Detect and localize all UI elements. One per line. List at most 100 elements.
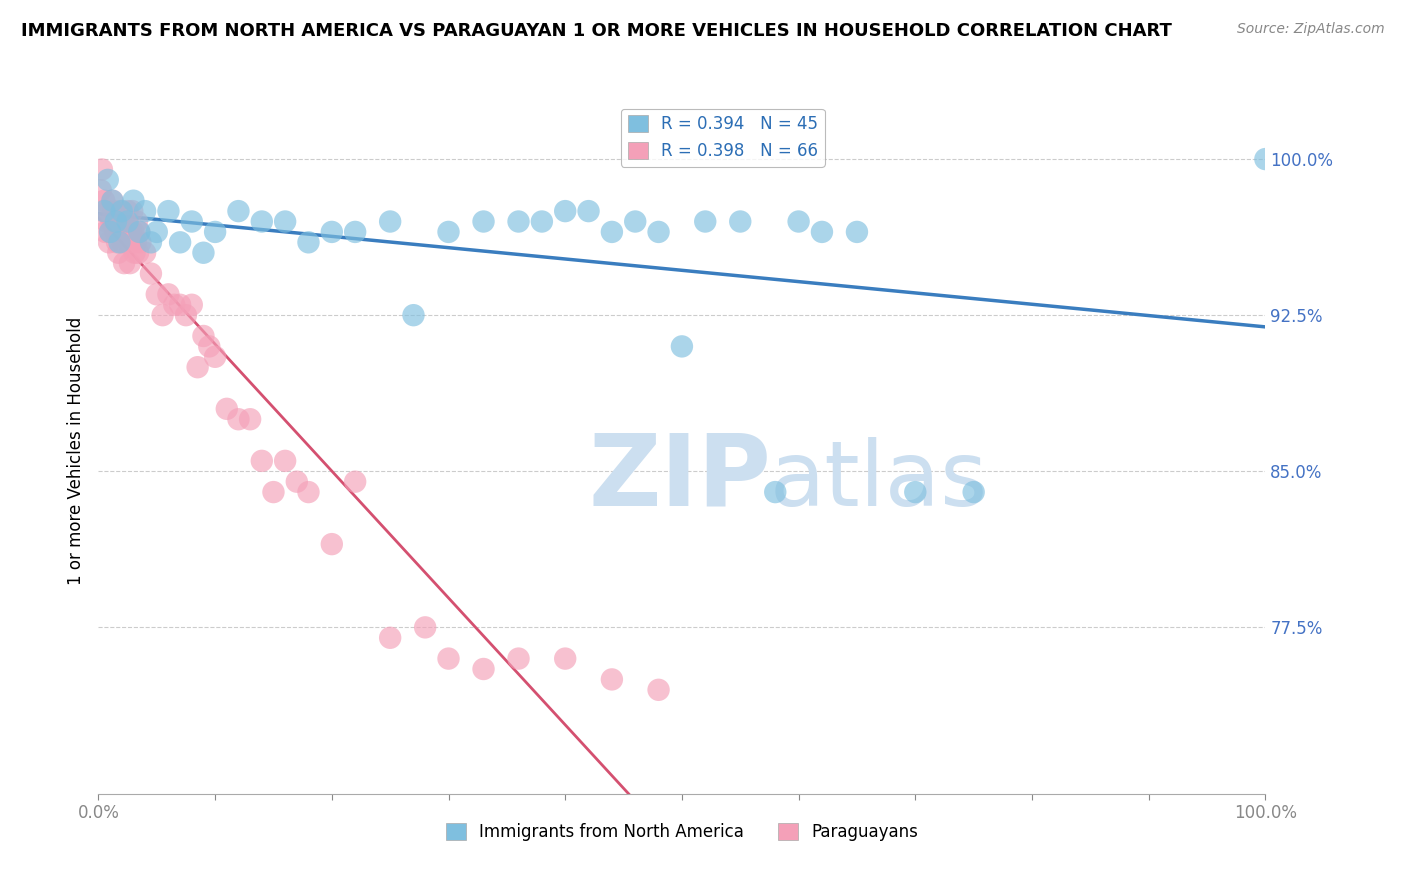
Point (139, 267, 162, 281)
Point (508, 214, 530, 228)
Point (134, 204, 156, 219)
Point (530, 214, 553, 228)
Point (600, 673, 623, 687)
Point (117, 214, 139, 228)
Point (94, 225, 117, 239)
Point (344, 225, 367, 239)
Point (380, 631, 402, 645)
Point (122, 194, 145, 208)
Point (250, 454, 273, 468)
Text: IMMIGRANTS FROM NORTH AMERICA VS PARAGUAYAN 1 OR MORE VEHICLES IN HOUSEHOLD CORR: IMMIGRANTS FROM NORTH AMERICA VS PARAGUA… (21, 22, 1173, 40)
Point (180, 298, 202, 312)
Point (157, 204, 180, 219)
Point (157, 287, 180, 301)
Point (508, 651, 530, 665)
Point (98, 225, 121, 239)
Point (163, 298, 186, 312)
Point (730, 214, 752, 228)
Point (97, 173, 120, 187)
Legend: Immigrants from North America, Paraguayans: Immigrants from North America, Paraguaya… (439, 816, 925, 847)
Point (1254, 152, 1277, 166)
Point (321, 537, 343, 551)
Point (112, 256, 135, 270)
Point (108, 214, 131, 228)
Point (115, 214, 138, 228)
Point (93, 204, 115, 219)
Point (125, 214, 148, 228)
Point (125, 235, 148, 250)
Point (101, 194, 124, 208)
Point (787, 214, 810, 228)
Point (297, 485, 319, 500)
Point (695, 214, 717, 228)
Point (98, 225, 121, 239)
Point (228, 412, 250, 426)
Point (146, 287, 169, 301)
Point (103, 204, 125, 219)
Point (146, 225, 169, 239)
Point (262, 485, 284, 500)
Point (904, 485, 927, 500)
Point (554, 204, 576, 219)
Point (578, 204, 600, 219)
Point (152, 308, 174, 322)
Point (285, 475, 308, 489)
Point (250, 214, 273, 228)
Point (117, 204, 139, 219)
Point (380, 214, 402, 228)
Point (107, 245, 129, 260)
Point (297, 235, 319, 250)
Point (96, 214, 118, 228)
Point (114, 225, 136, 239)
Point (93, 194, 115, 208)
Point (763, 485, 786, 500)
Point (111, 214, 134, 228)
Point (139, 235, 162, 250)
Point (671, 339, 693, 353)
Point (274, 214, 297, 228)
Point (121, 204, 143, 219)
Point (104, 214, 127, 228)
Point (344, 475, 367, 489)
Point (472, 214, 495, 228)
Point (647, 225, 669, 239)
Point (321, 225, 343, 239)
Point (122, 225, 145, 239)
Point (128, 225, 150, 239)
Point (174, 308, 197, 322)
Point (127, 245, 149, 260)
Point (104, 214, 127, 228)
Point (90, 162, 112, 177)
Point (128, 225, 150, 239)
Point (204, 350, 226, 364)
Point (111, 235, 134, 250)
Text: atlas: atlas (769, 437, 987, 525)
Point (437, 225, 460, 239)
Point (118, 235, 141, 250)
Point (962, 485, 984, 500)
Point (647, 682, 669, 697)
Point (169, 235, 191, 250)
Point (554, 651, 576, 665)
Point (239, 412, 262, 426)
Text: ZIP: ZIP (589, 429, 772, 526)
Point (124, 245, 146, 260)
Point (198, 339, 221, 353)
Point (134, 245, 156, 260)
Point (472, 662, 495, 676)
Point (274, 454, 297, 468)
Point (110, 204, 132, 219)
Point (129, 235, 152, 250)
Point (118, 256, 141, 270)
Point (97, 235, 120, 250)
Point (193, 329, 215, 343)
Point (90, 183, 112, 197)
Point (104, 225, 127, 239)
Point (600, 225, 623, 239)
Point (101, 194, 124, 208)
Point (204, 225, 226, 239)
Point (91, 204, 114, 219)
Y-axis label: 1 or more Vehicles in Household: 1 or more Vehicles in Household (66, 317, 84, 584)
Point (108, 235, 131, 250)
Point (180, 214, 202, 228)
